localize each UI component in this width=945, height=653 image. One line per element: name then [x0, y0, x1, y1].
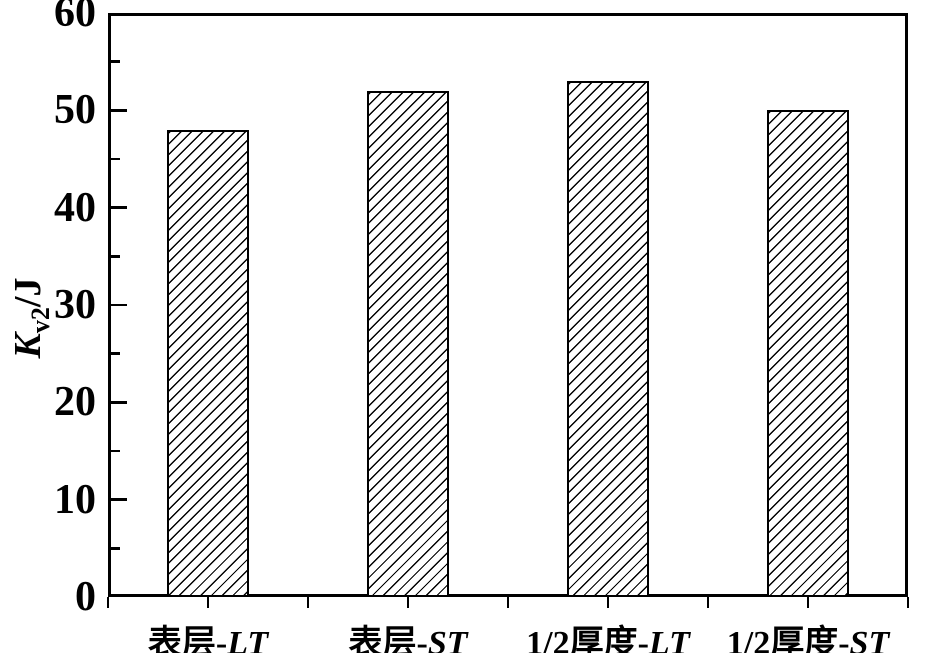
y-tick-label: 50	[54, 87, 96, 134]
x-tick	[906, 597, 910, 608]
x-tick-label: 1/2厚度-LT	[458, 615, 758, 653]
x-tick-label-italic: LT	[648, 625, 690, 653]
x-tick	[506, 597, 510, 608]
x-tick-label-italic: ST	[849, 625, 890, 653]
x-tick	[306, 597, 310, 608]
y-axis-title: Kv2/J	[6, 278, 56, 359]
x-tick	[606, 597, 610, 608]
x-tick-label-prefix: 表层-	[348, 625, 428, 653]
x-tick-label: 1/2厚度-ST	[658, 615, 945, 653]
y-tick-label: 20	[54, 379, 96, 426]
x-tick-label: 表层-ST	[258, 615, 558, 653]
y-axis-title-unit: /J	[7, 277, 50, 308]
x-tick	[206, 597, 210, 608]
plot-area	[108, 13, 908, 597]
x-tick-label-prefix: 1/2厚度-	[726, 625, 850, 653]
y-tick-label: 10	[54, 476, 96, 523]
x-tick-label-prefix: 表层-	[147, 625, 228, 653]
y-axis-title-subscript: v2	[25, 307, 55, 334]
y-axis-title-symbol: K	[7, 333, 50, 359]
x-tick-label: 表层-LT	[58, 615, 358, 653]
y-tick-label: 40	[54, 184, 96, 231]
x-tick-label-italic: LT	[227, 625, 269, 653]
y-tick-label: 0	[75, 574, 96, 620]
x-tick-label-prefix: 1/2厚度-	[526, 625, 649, 653]
x-tick	[106, 597, 110, 608]
x-tick-label-italic: ST	[427, 625, 468, 653]
x-tick	[706, 597, 710, 608]
y-tick-label: 60	[54, 0, 96, 36]
x-tick	[806, 597, 810, 608]
x-tick	[406, 597, 410, 608]
